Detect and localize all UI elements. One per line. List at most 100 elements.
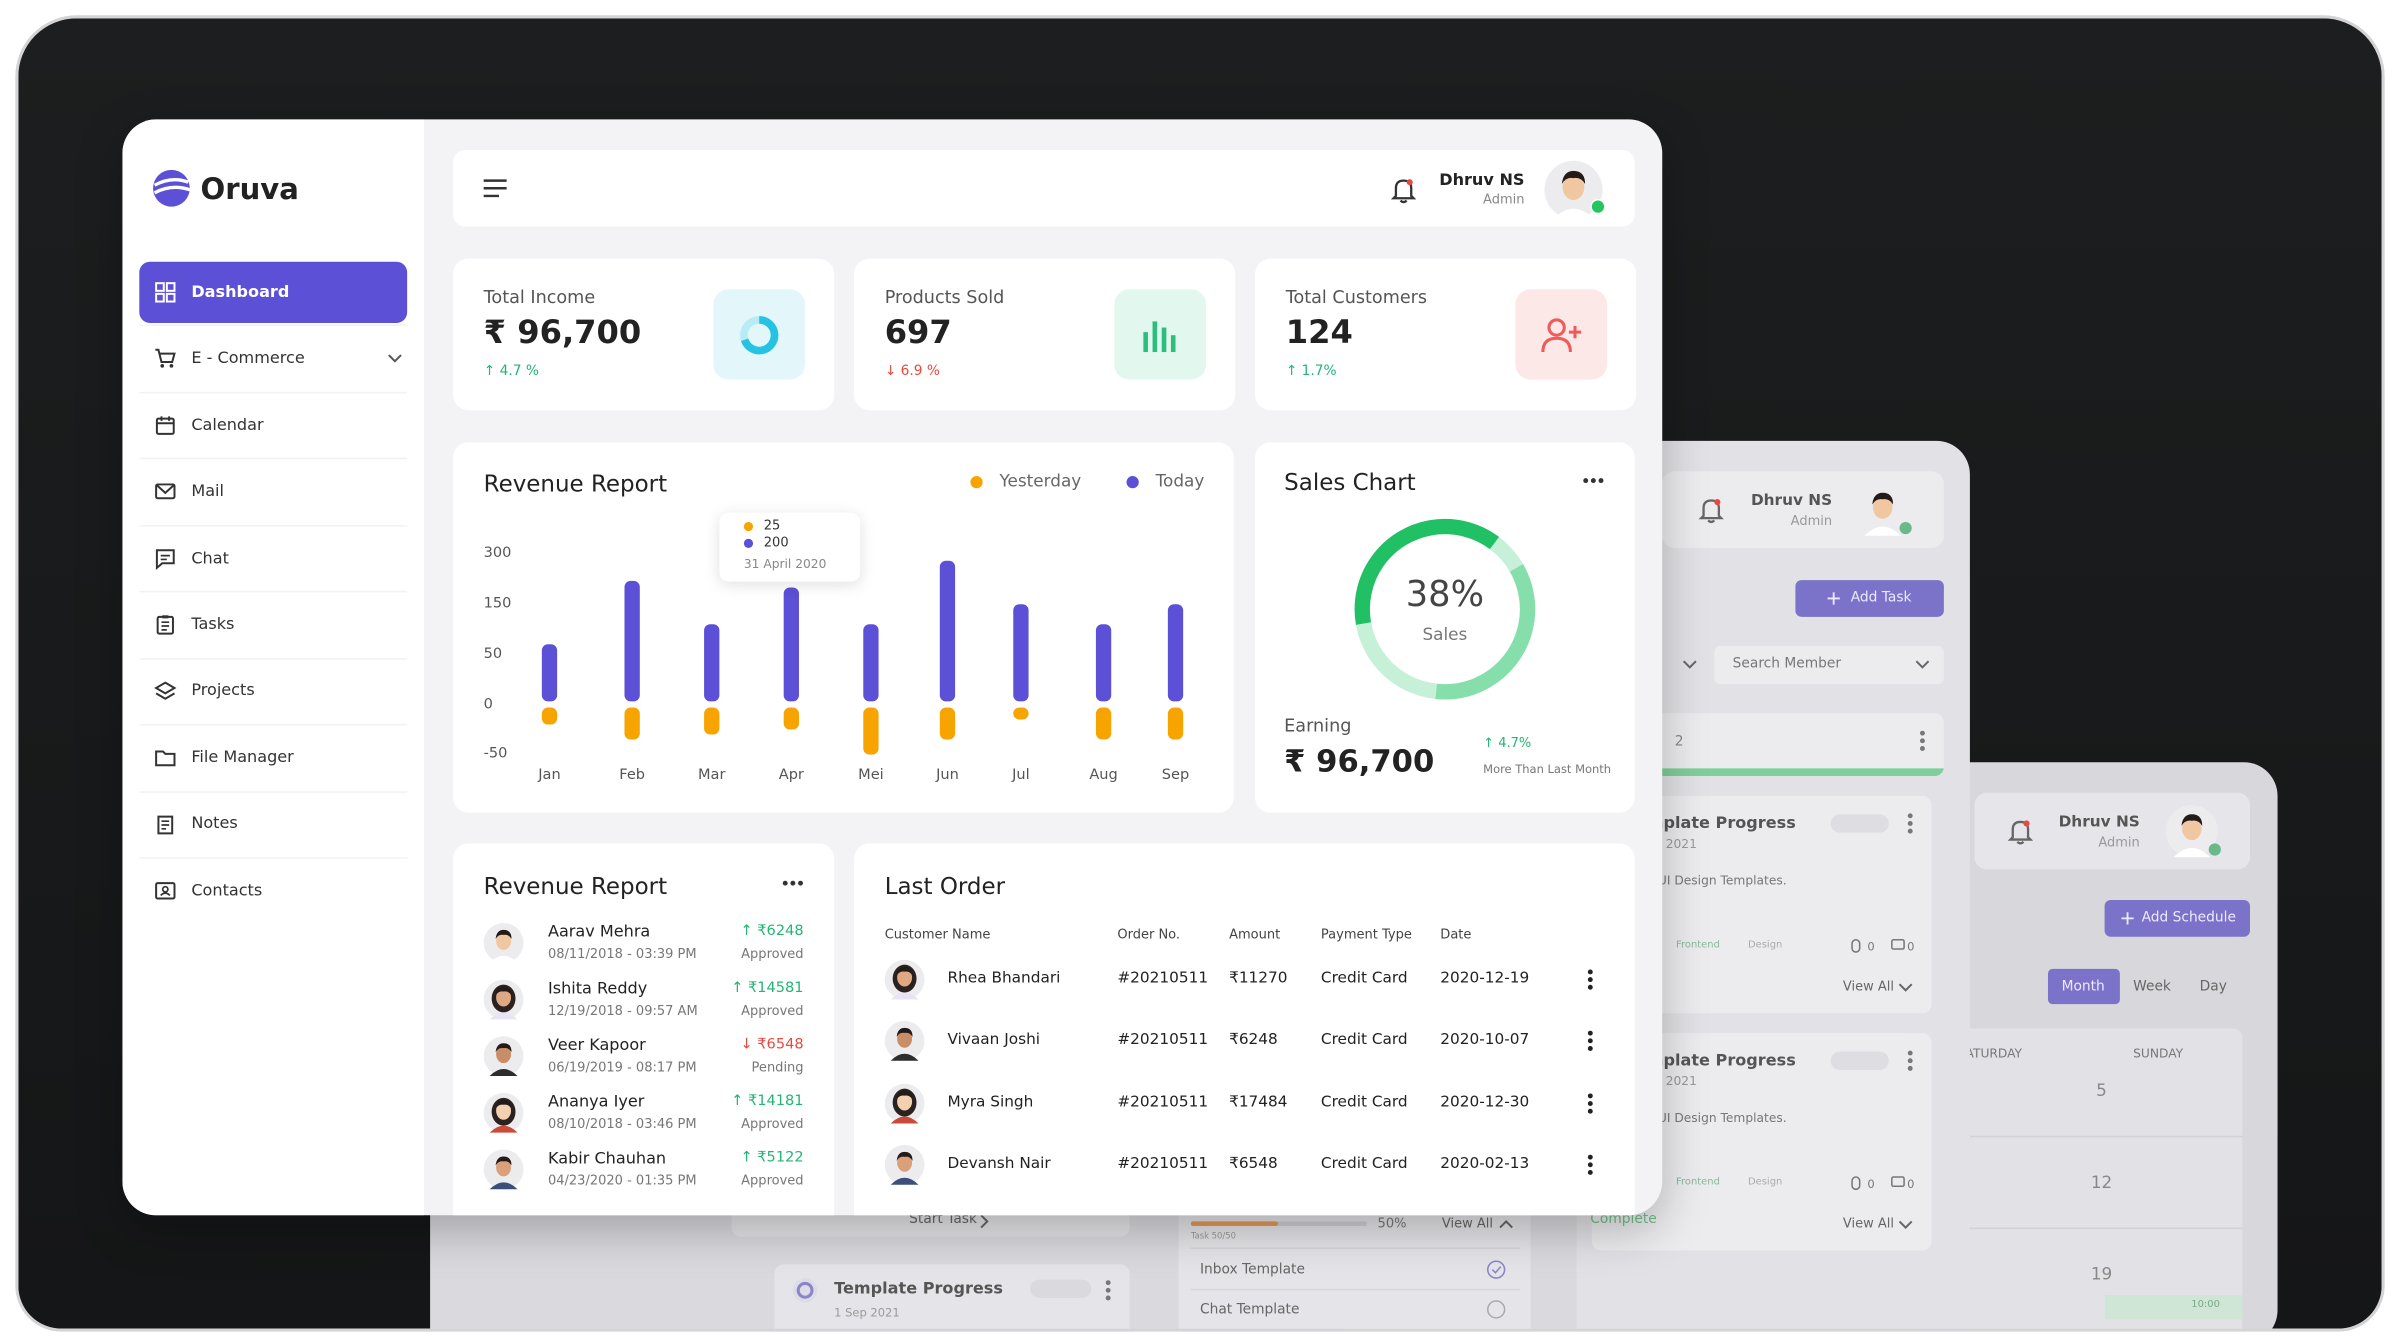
tooltip-date: 31 April 2020: [743, 557, 827, 572]
more-button[interactable]: [1578, 1091, 1602, 1115]
path-shape: [1682, 660, 1697, 669]
customer-amount: ↓ ₹6548: [740, 1036, 804, 1054]
stat-glyph: [1541, 318, 1582, 353]
donut-value-label: 38%: [1405, 575, 1485, 616]
avatar-group: [1830, 814, 1889, 833]
bar: [939, 560, 956, 702]
path-shape: [1872, 492, 1894, 505]
donut-caption: Sales: [1422, 625, 1468, 645]
card-title: Sales Chart: [1284, 468, 1416, 496]
order-cell: 2020-10-07: [1440, 1032, 1530, 1049]
progress-label: Task 50/50: [1190, 1231, 1236, 1241]
earning-note: More Than Last Month: [1483, 761, 1612, 776]
user-role: Admin: [1790, 514, 1833, 530]
progress-bar: [1622, 768, 1944, 777]
avatar: [483, 979, 524, 1020]
rect-shape: [1143, 332, 1148, 353]
path-shape: [495, 1099, 512, 1109]
more-button[interactable]: [1578, 967, 1602, 991]
circle-shape: [169, 364, 174, 369]
path-shape: [495, 1043, 512, 1053]
nav-divider: [139, 325, 408, 327]
comment-icon: [1891, 939, 1905, 950]
order-cell: Credit Card: [1320, 970, 1408, 988]
tooltip-value: 25: [763, 518, 781, 535]
path-shape: [890, 1054, 919, 1062]
circle-shape: [1587, 1046, 1593, 1052]
circle-shape: [1587, 1108, 1593, 1114]
stat-glyph: [1143, 321, 1176, 353]
nav-item[interactable]: Projects: [191, 681, 255, 701]
stat-label: Products Sold: [884, 286, 1005, 308]
ellipse-shape: [1872, 495, 1893, 519]
order-cell: ₹11270: [1229, 970, 1288, 988]
view-all: View All: [1842, 1216, 1895, 1232]
rect-shape: [1851, 1176, 1861, 1191]
ellipse-shape: [897, 1092, 913, 1110]
path-shape: [161, 819, 170, 830]
circle-shape: [1587, 984, 1593, 990]
customer-date: 08/11/2018 - 03:39 PM: [547, 947, 697, 963]
menu-button[interactable]: [482, 179, 508, 198]
divider: [1190, 1288, 1520, 1291]
event-time: 10:00: [2191, 1298, 2220, 1311]
column-header: Date: [1440, 927, 1472, 943]
earning-value: ₹ 96,700: [1284, 742, 1435, 780]
bar: [704, 707, 720, 735]
rect-shape: [1161, 327, 1167, 353]
nav-item[interactable]: Calendar: [191, 415, 264, 435]
nav-item[interactable]: Chat: [191, 548, 229, 568]
nav-item[interactable]: Contacts: [191, 881, 263, 900]
legend-label: Yesterday: [999, 472, 1082, 492]
status-dot: [1590, 198, 1606, 215]
view-all: View All: [1842, 979, 1895, 995]
avatar: [2165, 805, 2218, 858]
view-tab-active: [2047, 968, 2120, 1005]
more-button[interactable]: [1578, 1152, 1602, 1176]
path-shape: [2181, 814, 2203, 826]
circle-shape: [1907, 813, 1913, 819]
ellipse-shape: [2182, 816, 2202, 841]
y-tick-label: 150: [483, 595, 512, 613]
card-desc: Cool UI Design Templates.: [1627, 1111, 1787, 1126]
customer-date: 06/19/2019 - 08:17 PM: [547, 1060, 697, 1076]
path-shape: [896, 1151, 913, 1161]
status-label: Complete: [1590, 1211, 1657, 1227]
nav-icon: [155, 483, 176, 500]
start-task: Start Task: [909, 1211, 977, 1227]
stat-icon: [713, 289, 806, 380]
y-tick-label: -50: [483, 745, 508, 763]
legend-swatch: [1126, 476, 1139, 489]
circle-shape: [1587, 1169, 1593, 1175]
bar: [1013, 604, 1029, 702]
nav-item[interactable]: Mail: [191, 482, 224, 501]
check-icon: [1486, 1300, 1506, 1319]
card-title: Template Progress: [1627, 1051, 1796, 1070]
x-tick-label: Sep: [1161, 767, 1190, 785]
nav-divider: [139, 790, 408, 793]
nav-item[interactable]: File Manager: [191, 748, 294, 767]
nav-item[interactable]: E - Commerce: [191, 349, 305, 368]
add-schedule-button: Add Schedule: [2104, 899, 2250, 937]
bar: [863, 707, 879, 755]
chevron: [1898, 1220, 1913, 1229]
x-tick-label: Feb: [619, 767, 646, 785]
path-shape: [495, 1156, 512, 1166]
nav-item[interactable]: Dashboard: [191, 282, 290, 302]
chevron: [1682, 660, 1697, 669]
customer-amount: ↑ ₹14581: [731, 980, 804, 997]
calendar-line: [1913, 1135, 2243, 1138]
circle-shape: [1907, 821, 1913, 826]
view-all: View All: [1441, 1216, 1493, 1232]
bar: [541, 707, 558, 725]
stat-card: Total Customers 124 ↑ 1.7%: [1255, 258, 1637, 411]
bar: [1167, 707, 1184, 740]
avatar: [884, 1021, 925, 1062]
nav-item[interactable]: Notes: [191, 814, 238, 834]
more-button[interactable]: [1578, 1029, 1602, 1053]
nav-item[interactable]: Tasks: [191, 615, 235, 634]
card-date: 1 Sep 2021: [834, 1304, 900, 1319]
member-filter: Search Member: [1714, 645, 1944, 685]
stat-icon: [1515, 289, 1608, 380]
circle-shape: [1126, 476, 1139, 489]
